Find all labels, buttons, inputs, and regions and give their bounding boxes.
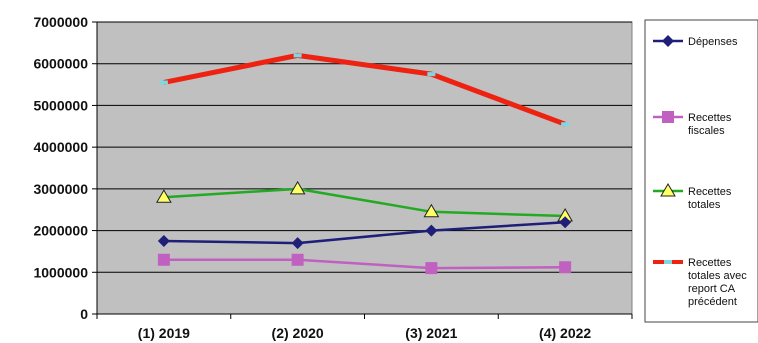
y-axis: 0 1000000 2000000 3000000 4000000 5000000 6000…	[33, 14, 98, 322]
data-point	[425, 224, 438, 237]
series-line	[163, 187, 566, 218]
legend-label: Recettes	[688, 112, 732, 124]
data-point	[291, 253, 304, 266]
legend-marker	[662, 35, 674, 47]
data-point	[157, 235, 170, 247]
x-tick-label: (2) 2020	[272, 325, 324, 341]
y-tick-label: 0	[80, 306, 88, 322]
data-point	[289, 180, 306, 195]
x-tick-label: (1) 2019	[138, 325, 190, 341]
legend-marker	[660, 183, 676, 197]
series-line	[163, 258, 566, 270]
legend-box	[644, 19, 758, 323]
legend-label: Recettes	[688, 186, 732, 198]
series-0	[157, 216, 572, 250]
y-tick-label: 2000000	[33, 223, 88, 239]
y-tick-label: 4000000	[33, 139, 88, 155]
legend: DépensesRecettesfiscalesRecettestotalesR…	[644, 19, 758, 323]
plot-area	[96, 21, 633, 315]
legend-label: Dépenses	[688, 36, 738, 48]
legend-label: fiscales	[688, 125, 725, 137]
legend-label: précédent	[688, 296, 737, 308]
data-point	[423, 203, 440, 218]
series-layer	[156, 52, 573, 275]
y-tick-label: 6000000	[33, 56, 88, 72]
legend-label: Recettes	[688, 257, 732, 269]
data-point	[291, 237, 304, 250]
legend-label: totales avec	[688, 270, 747, 282]
legend-label: report CA	[688, 283, 736, 295]
y-tick-label: 5000000	[33, 97, 88, 113]
series-2	[156, 180, 573, 222]
series-1	[157, 253, 572, 275]
data-point	[425, 262, 438, 275]
x-tick-label: (3) 2021	[405, 325, 457, 341]
x-tick-label: (4) 2022	[539, 325, 591, 341]
series-3	[159, 52, 570, 127]
legend-entry: Dépenses	[653, 35, 738, 48]
legend-label: totales	[688, 199, 721, 211]
series-line	[163, 220, 566, 245]
y-tick-label: 7000000	[33, 14, 88, 30]
series-line	[163, 52, 567, 127]
x-axis: (1) 2019 (2) 2020 (3) 2021 (4) 2022	[96, 313, 633, 341]
data-point	[559, 261, 572, 274]
data-point	[157, 253, 170, 266]
y-tick-label: 3000000	[33, 181, 88, 197]
data-point	[559, 216, 572, 229]
data-point	[156, 189, 172, 203]
legend-marker	[662, 111, 674, 123]
y-tick-label: 1000000	[33, 264, 88, 280]
